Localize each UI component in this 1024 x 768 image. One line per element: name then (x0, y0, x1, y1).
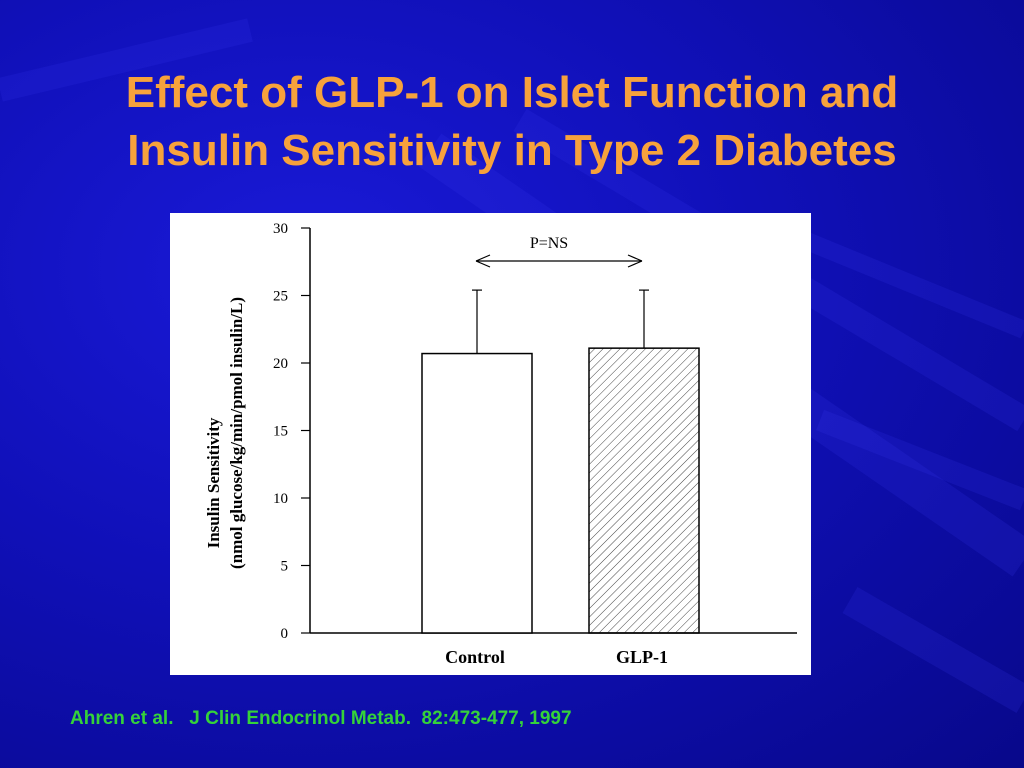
citation: Ahren et al. J Clin Endocrinol Metab. 82… (70, 708, 572, 729)
y-axis-label-line1: Insulin Sensitivity (204, 417, 223, 548)
y-tick-label: 0 (281, 626, 289, 642)
y-axis-label-line2: (nmol glucose/kg/min/pmol insulin/L) (227, 297, 246, 569)
slide-title-line1: Effect of GLP-1 on Islet Function and (125, 68, 899, 117)
annotation-arrowhead-left (475, 254, 491, 268)
y-tick-label: 30 (273, 221, 288, 237)
annotation-arrowhead-right (627, 254, 643, 268)
y-tick-label: 5 (281, 559, 289, 575)
y-tick-label: 20 (273, 356, 288, 372)
y-tick-label: 25 (273, 289, 288, 305)
category-label: GLP-1 (616, 647, 668, 667)
category-label: Control (445, 647, 505, 667)
y-tick-label: 10 (273, 491, 288, 507)
bar-glp-1 (588, 347, 700, 634)
chart-figure: 0 5 10 15 20 25 30 Insulin Sensitivity (nmol glu… (170, 213, 811, 675)
slide-title: Effect of GLP-1 on Islet Function and In… (0, 64, 1024, 180)
y-tick-label: 15 (273, 424, 288, 440)
annotation-label: P=NS (530, 235, 568, 252)
bar-chart: 0 5 10 15 20 25 30 Insulin Sensitivity (nmol glu… (204, 221, 797, 667)
bar-control (421, 352, 533, 634)
slide-title-line2: Insulin Sensitivity in Type 2 Diabetes (127, 126, 897, 175)
